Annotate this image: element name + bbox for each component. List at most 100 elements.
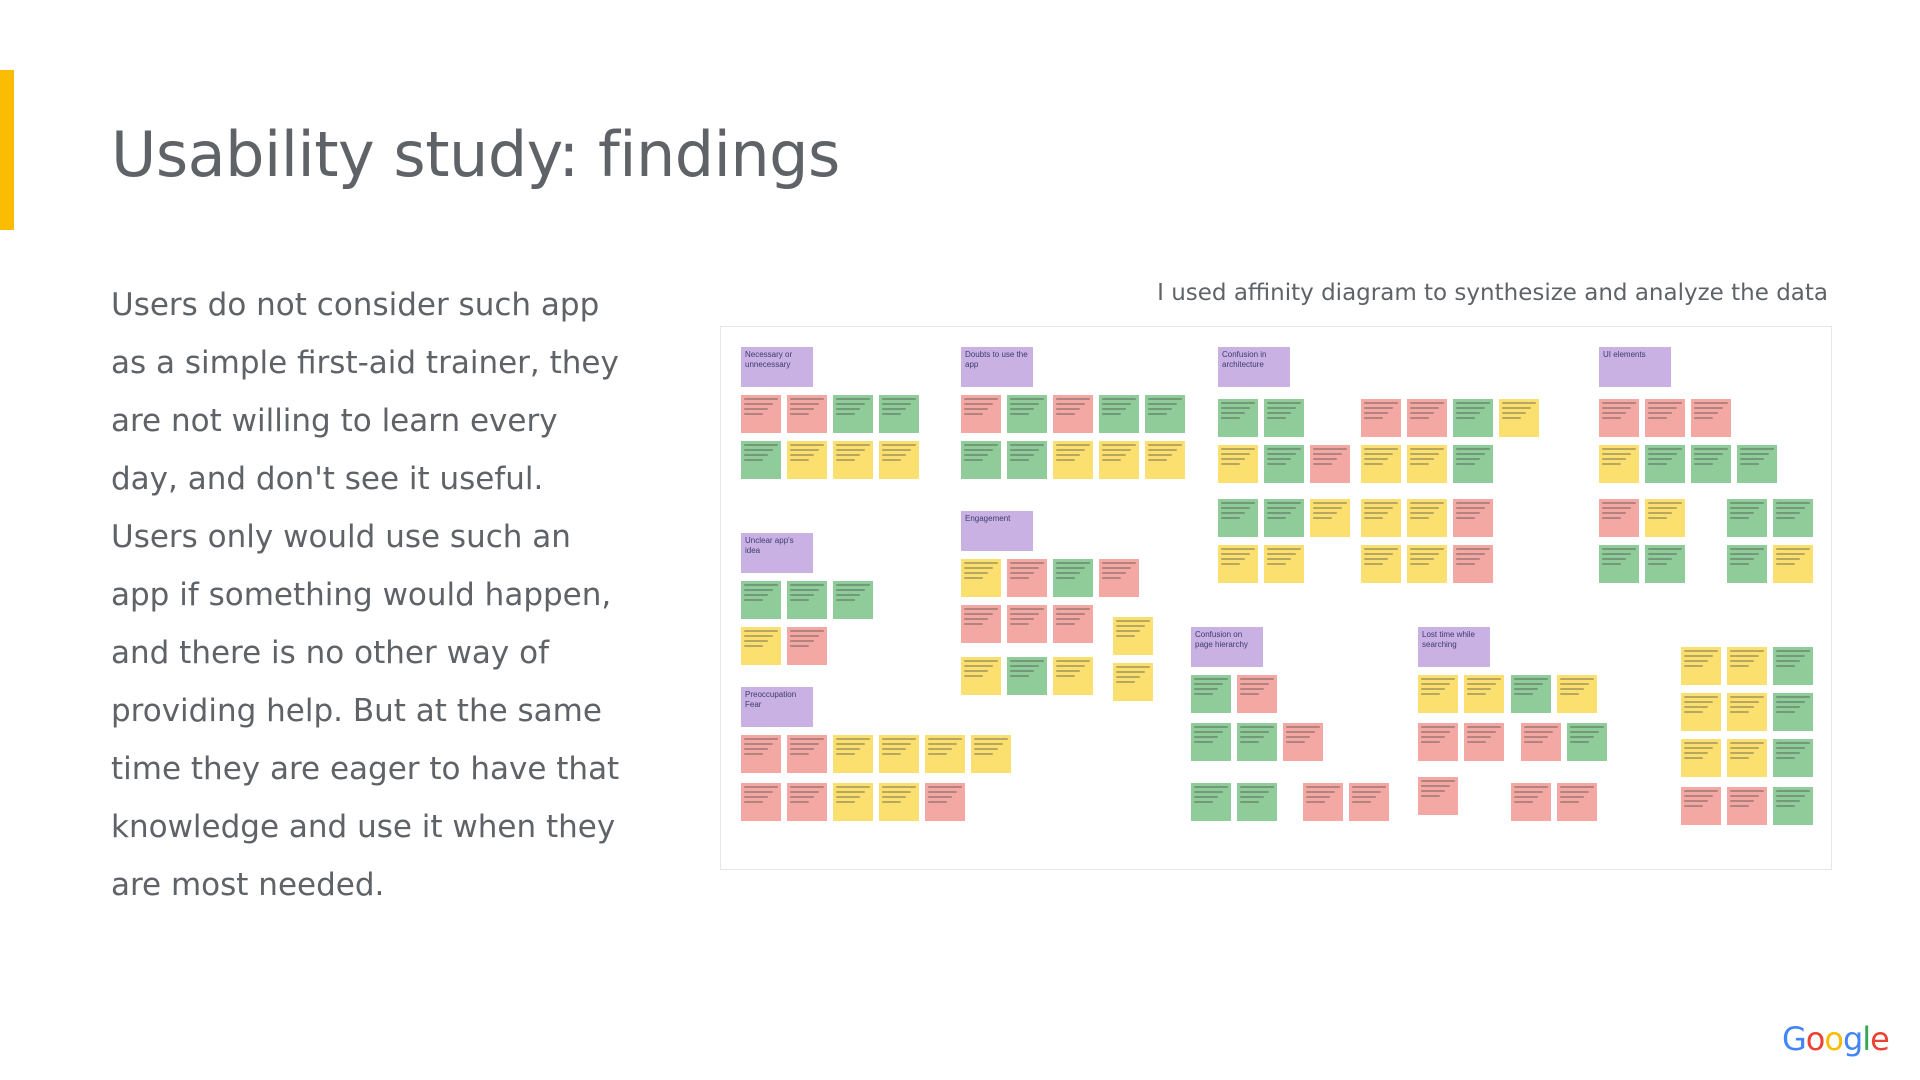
sticky-note (1237, 783, 1277, 821)
sticky-note (1113, 663, 1153, 701)
sticky-note (741, 735, 781, 773)
accent-bar (0, 70, 14, 230)
sticky-note (1645, 545, 1685, 583)
sticky-note (1237, 723, 1277, 761)
sticky-note (1681, 647, 1721, 685)
sticky-note (741, 627, 781, 665)
sticky-note (741, 783, 781, 821)
sticky-note (1681, 787, 1721, 825)
sticky-note (925, 783, 965, 821)
sticky-note (1773, 647, 1813, 685)
group-header-ui-elements: UI elements (1599, 347, 1671, 387)
sticky-note (1453, 399, 1493, 437)
sticky-note (1310, 499, 1350, 537)
sticky-note (1007, 605, 1047, 643)
sticky-note (1453, 499, 1493, 537)
sticky-note (1511, 675, 1551, 713)
sticky-note (1310, 445, 1350, 483)
sticky-note (1727, 787, 1767, 825)
sticky-note (1418, 675, 1458, 713)
sticky-note (971, 735, 1011, 773)
group-header-page-hierarchy: Confusion on page hierarchy (1191, 627, 1263, 667)
sticky-note (879, 783, 919, 821)
sticky-note (1053, 395, 1093, 433)
diagram-caption: I used affinity diagram to synthesize an… (1157, 280, 1828, 306)
sticky-note (1557, 675, 1597, 713)
sticky-note (1681, 739, 1721, 777)
sticky-note (1599, 545, 1639, 583)
sticky-note (1407, 399, 1447, 437)
sticky-note (1099, 395, 1139, 433)
sticky-note (1007, 657, 1047, 695)
sticky-note (1145, 395, 1185, 433)
sticky-note (1053, 657, 1093, 695)
group-header-lost-time: Lost time while searching (1418, 627, 1490, 667)
sticky-note (1007, 395, 1047, 433)
sticky-note (1418, 723, 1458, 761)
sticky-note (1599, 445, 1639, 483)
sticky-note (1407, 499, 1447, 537)
group-header-necessary: Necessary or unnecessary (741, 347, 813, 387)
logo-letter: o (1824, 1020, 1844, 1058)
sticky-note (1773, 545, 1813, 583)
sticky-note (787, 627, 827, 665)
logo-letter: g (1842, 1020, 1863, 1058)
sticky-note (787, 395, 827, 433)
sticky-note (1645, 445, 1685, 483)
logo-letter: l (1862, 1020, 1871, 1058)
sticky-note (1053, 559, 1093, 597)
google-logo: Google (1782, 1020, 1890, 1058)
sticky-note (1645, 499, 1685, 537)
sticky-note (1264, 445, 1304, 483)
sticky-note (1727, 693, 1767, 731)
sticky-note (961, 657, 1001, 695)
sticky-note (1145, 441, 1185, 479)
sticky-note (961, 559, 1001, 597)
sticky-note (879, 735, 919, 773)
sticky-note (1499, 399, 1539, 437)
group-header-doubts: Doubts to use the app (961, 347, 1033, 387)
sticky-note (1407, 445, 1447, 483)
sticky-note (1521, 723, 1561, 761)
sticky-note (961, 441, 1001, 479)
group-header-architecture: Confusion in architecture (1218, 347, 1290, 387)
sticky-note (1191, 723, 1231, 761)
logo-letter: o (1805, 1020, 1826, 1058)
sticky-note (741, 581, 781, 619)
logo-letter: G (1782, 1020, 1807, 1058)
sticky-note (1303, 783, 1343, 821)
sticky-note (1264, 545, 1304, 583)
sticky-note (879, 441, 919, 479)
slide-title: Usability study: findings (111, 118, 840, 191)
sticky-note (1773, 499, 1813, 537)
logo-letter: e (1870, 1020, 1890, 1058)
sticky-note (1218, 399, 1258, 437)
sticky-note (1361, 399, 1401, 437)
sticky-note (1191, 783, 1231, 821)
sticky-note (961, 395, 1001, 433)
sticky-note (833, 395, 873, 433)
sticky-note (833, 441, 873, 479)
sticky-note (1407, 545, 1447, 583)
sticky-note (1691, 445, 1731, 483)
sticky-note (1737, 445, 1777, 483)
sticky-note (833, 783, 873, 821)
sticky-note (1773, 739, 1813, 777)
sticky-note (1599, 399, 1639, 437)
sticky-note (1453, 545, 1493, 583)
sticky-note (1727, 499, 1767, 537)
sticky-note (1453, 445, 1493, 483)
sticky-note (1099, 559, 1139, 597)
sticky-note (787, 441, 827, 479)
sticky-note (787, 735, 827, 773)
sticky-note (1361, 445, 1401, 483)
sticky-note (1264, 499, 1304, 537)
sticky-note (1557, 783, 1597, 821)
group-header-preoccupation: Preoccupation Fear (741, 687, 813, 727)
sticky-note (1418, 777, 1458, 815)
sticky-note (1099, 441, 1139, 479)
sticky-note (1567, 723, 1607, 761)
sticky-note (1218, 499, 1258, 537)
sticky-note (1191, 675, 1231, 713)
sticky-note (1218, 545, 1258, 583)
